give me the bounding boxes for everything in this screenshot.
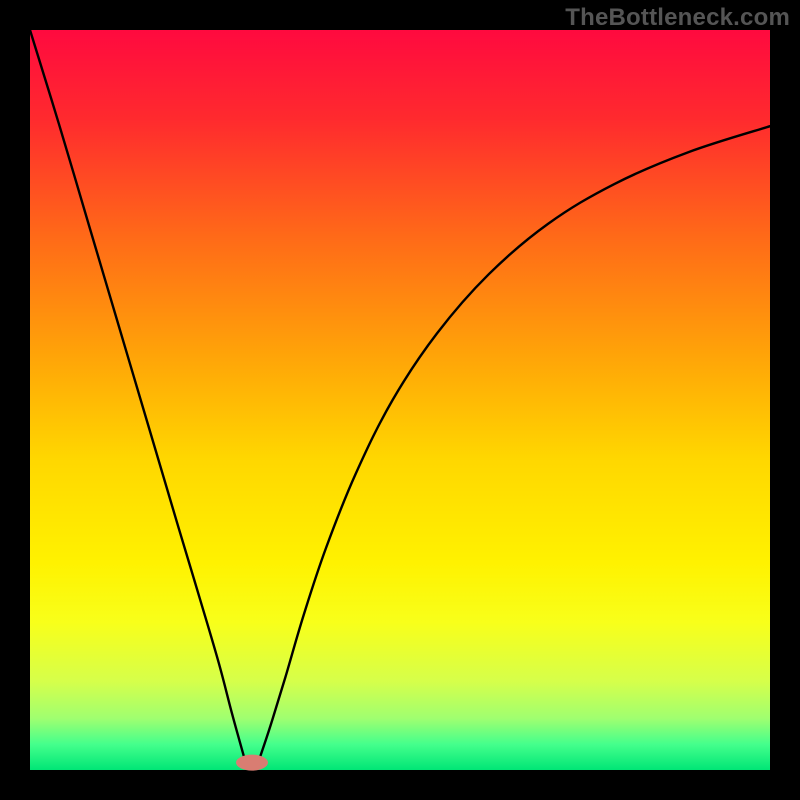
watermark-text: TheBottleneck.com [565, 4, 790, 32]
bottleneck-chart [0, 0, 800, 800]
minimum-marker [236, 755, 268, 771]
